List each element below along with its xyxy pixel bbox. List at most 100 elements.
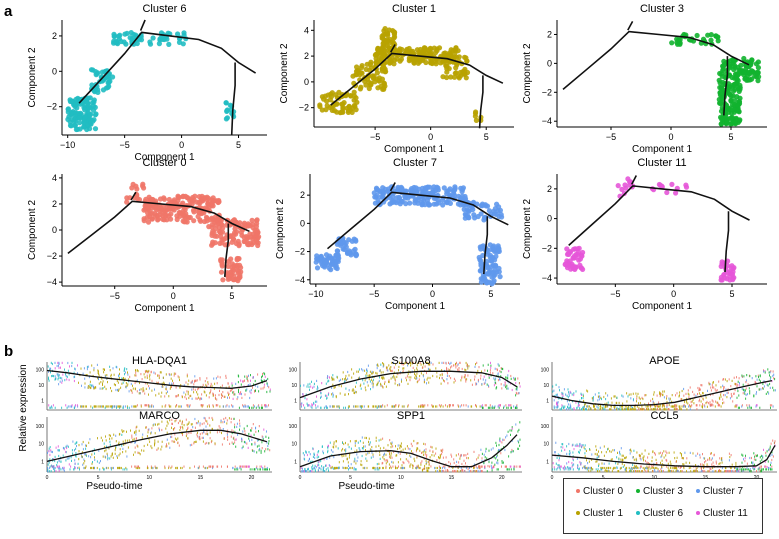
expression-point (89, 371, 91, 374)
expression-point (49, 470, 51, 473)
cell-point (373, 60, 379, 66)
cell-point (82, 114, 88, 120)
y-axis-label: Component 2 (27, 47, 38, 107)
expression-point (50, 450, 52, 453)
cell-point (493, 211, 499, 217)
expression-point (557, 405, 559, 408)
expression-point (202, 404, 204, 407)
expression-point (255, 389, 256, 392)
expression-point (82, 463, 84, 466)
expression-point (497, 462, 499, 465)
expression-point (345, 450, 347, 453)
expression-point (203, 416, 205, 420)
expression-point (203, 431, 205, 434)
expression-point (52, 465, 54, 468)
expression-point (221, 431, 222, 435)
expression-point (238, 390, 239, 394)
expression-point (344, 449, 346, 452)
expression-point (120, 405, 122, 408)
expression-point (435, 367, 437, 370)
expression-point (58, 374, 60, 377)
expression-point (395, 454, 397, 457)
expression-point (581, 397, 582, 400)
expression-point (206, 420, 208, 423)
expression-point (106, 452, 108, 455)
expression-point (382, 362, 384, 365)
expression-point (333, 386, 335, 389)
expression-point (307, 404, 309, 407)
expression-point (767, 384, 769, 387)
cell-point (321, 96, 327, 102)
expression-point (493, 377, 495, 380)
expression-point (354, 459, 356, 462)
cell-point (374, 186, 380, 192)
cell-point (374, 70, 380, 76)
expression-point (164, 465, 166, 468)
expression-point (124, 439, 126, 442)
expression-point (430, 361, 432, 364)
expression-point (681, 389, 683, 393)
expression-point (566, 400, 568, 403)
expression-point (401, 464, 403, 467)
expression-point (736, 396, 738, 399)
expression-point (498, 404, 500, 407)
expression-point (684, 405, 686, 408)
expression-point (195, 440, 197, 443)
cell-point (452, 70, 458, 76)
expression-point (233, 417, 235, 420)
x-tick-label: 5 (729, 289, 734, 299)
expression-point (261, 379, 262, 382)
expression-point (86, 368, 88, 371)
expression-point (50, 361, 52, 364)
expression-point (428, 381, 430, 384)
expression-point (449, 404, 451, 407)
cell-point (382, 26, 388, 32)
expression-point (324, 394, 326, 397)
cell-point (184, 219, 190, 225)
expression-point (441, 466, 443, 470)
expression-point (453, 404, 454, 407)
expression-point (689, 386, 691, 389)
y-tick-label: 0 (547, 214, 552, 224)
expression-point (638, 396, 640, 399)
expression-point (185, 381, 187, 384)
expression-point (136, 437, 137, 440)
expression-point (237, 381, 239, 384)
cell-point (473, 109, 479, 115)
expression-point (154, 372, 156, 375)
y-tick-label: 0 (304, 77, 309, 87)
expression-point (117, 381, 119, 384)
expression-point (417, 442, 419, 445)
expression-point (265, 404, 266, 407)
expression-point (499, 378, 500, 381)
expression-point (768, 392, 770, 395)
expression-point (111, 466, 113, 470)
plot-title: Cluster 0 (142, 157, 186, 169)
expression-point (74, 459, 76, 462)
expression-point (442, 456, 444, 459)
expression-point (221, 443, 223, 446)
expression-point (182, 433, 183, 437)
expression-point (57, 378, 59, 381)
expression-point (375, 436, 377, 439)
expression-point (423, 405, 425, 408)
expression-point (734, 405, 736, 408)
expression-point (267, 444, 269, 448)
expression-point (93, 466, 94, 470)
expression-point (419, 375, 421, 378)
x-axis-label: Component 1 (632, 301, 692, 312)
expression-point (689, 408, 691, 411)
expression-point (378, 405, 380, 408)
expression-point (713, 386, 715, 389)
expression-point (304, 406, 306, 409)
expression-point (647, 405, 649, 408)
expression-point (302, 393, 304, 396)
expression-point (314, 400, 316, 403)
expression-point (391, 460, 393, 464)
expression-point (366, 372, 368, 375)
expression-point (73, 379, 75, 383)
cell-point (427, 184, 433, 190)
expression-point (109, 457, 111, 460)
expression-point (759, 380, 761, 383)
